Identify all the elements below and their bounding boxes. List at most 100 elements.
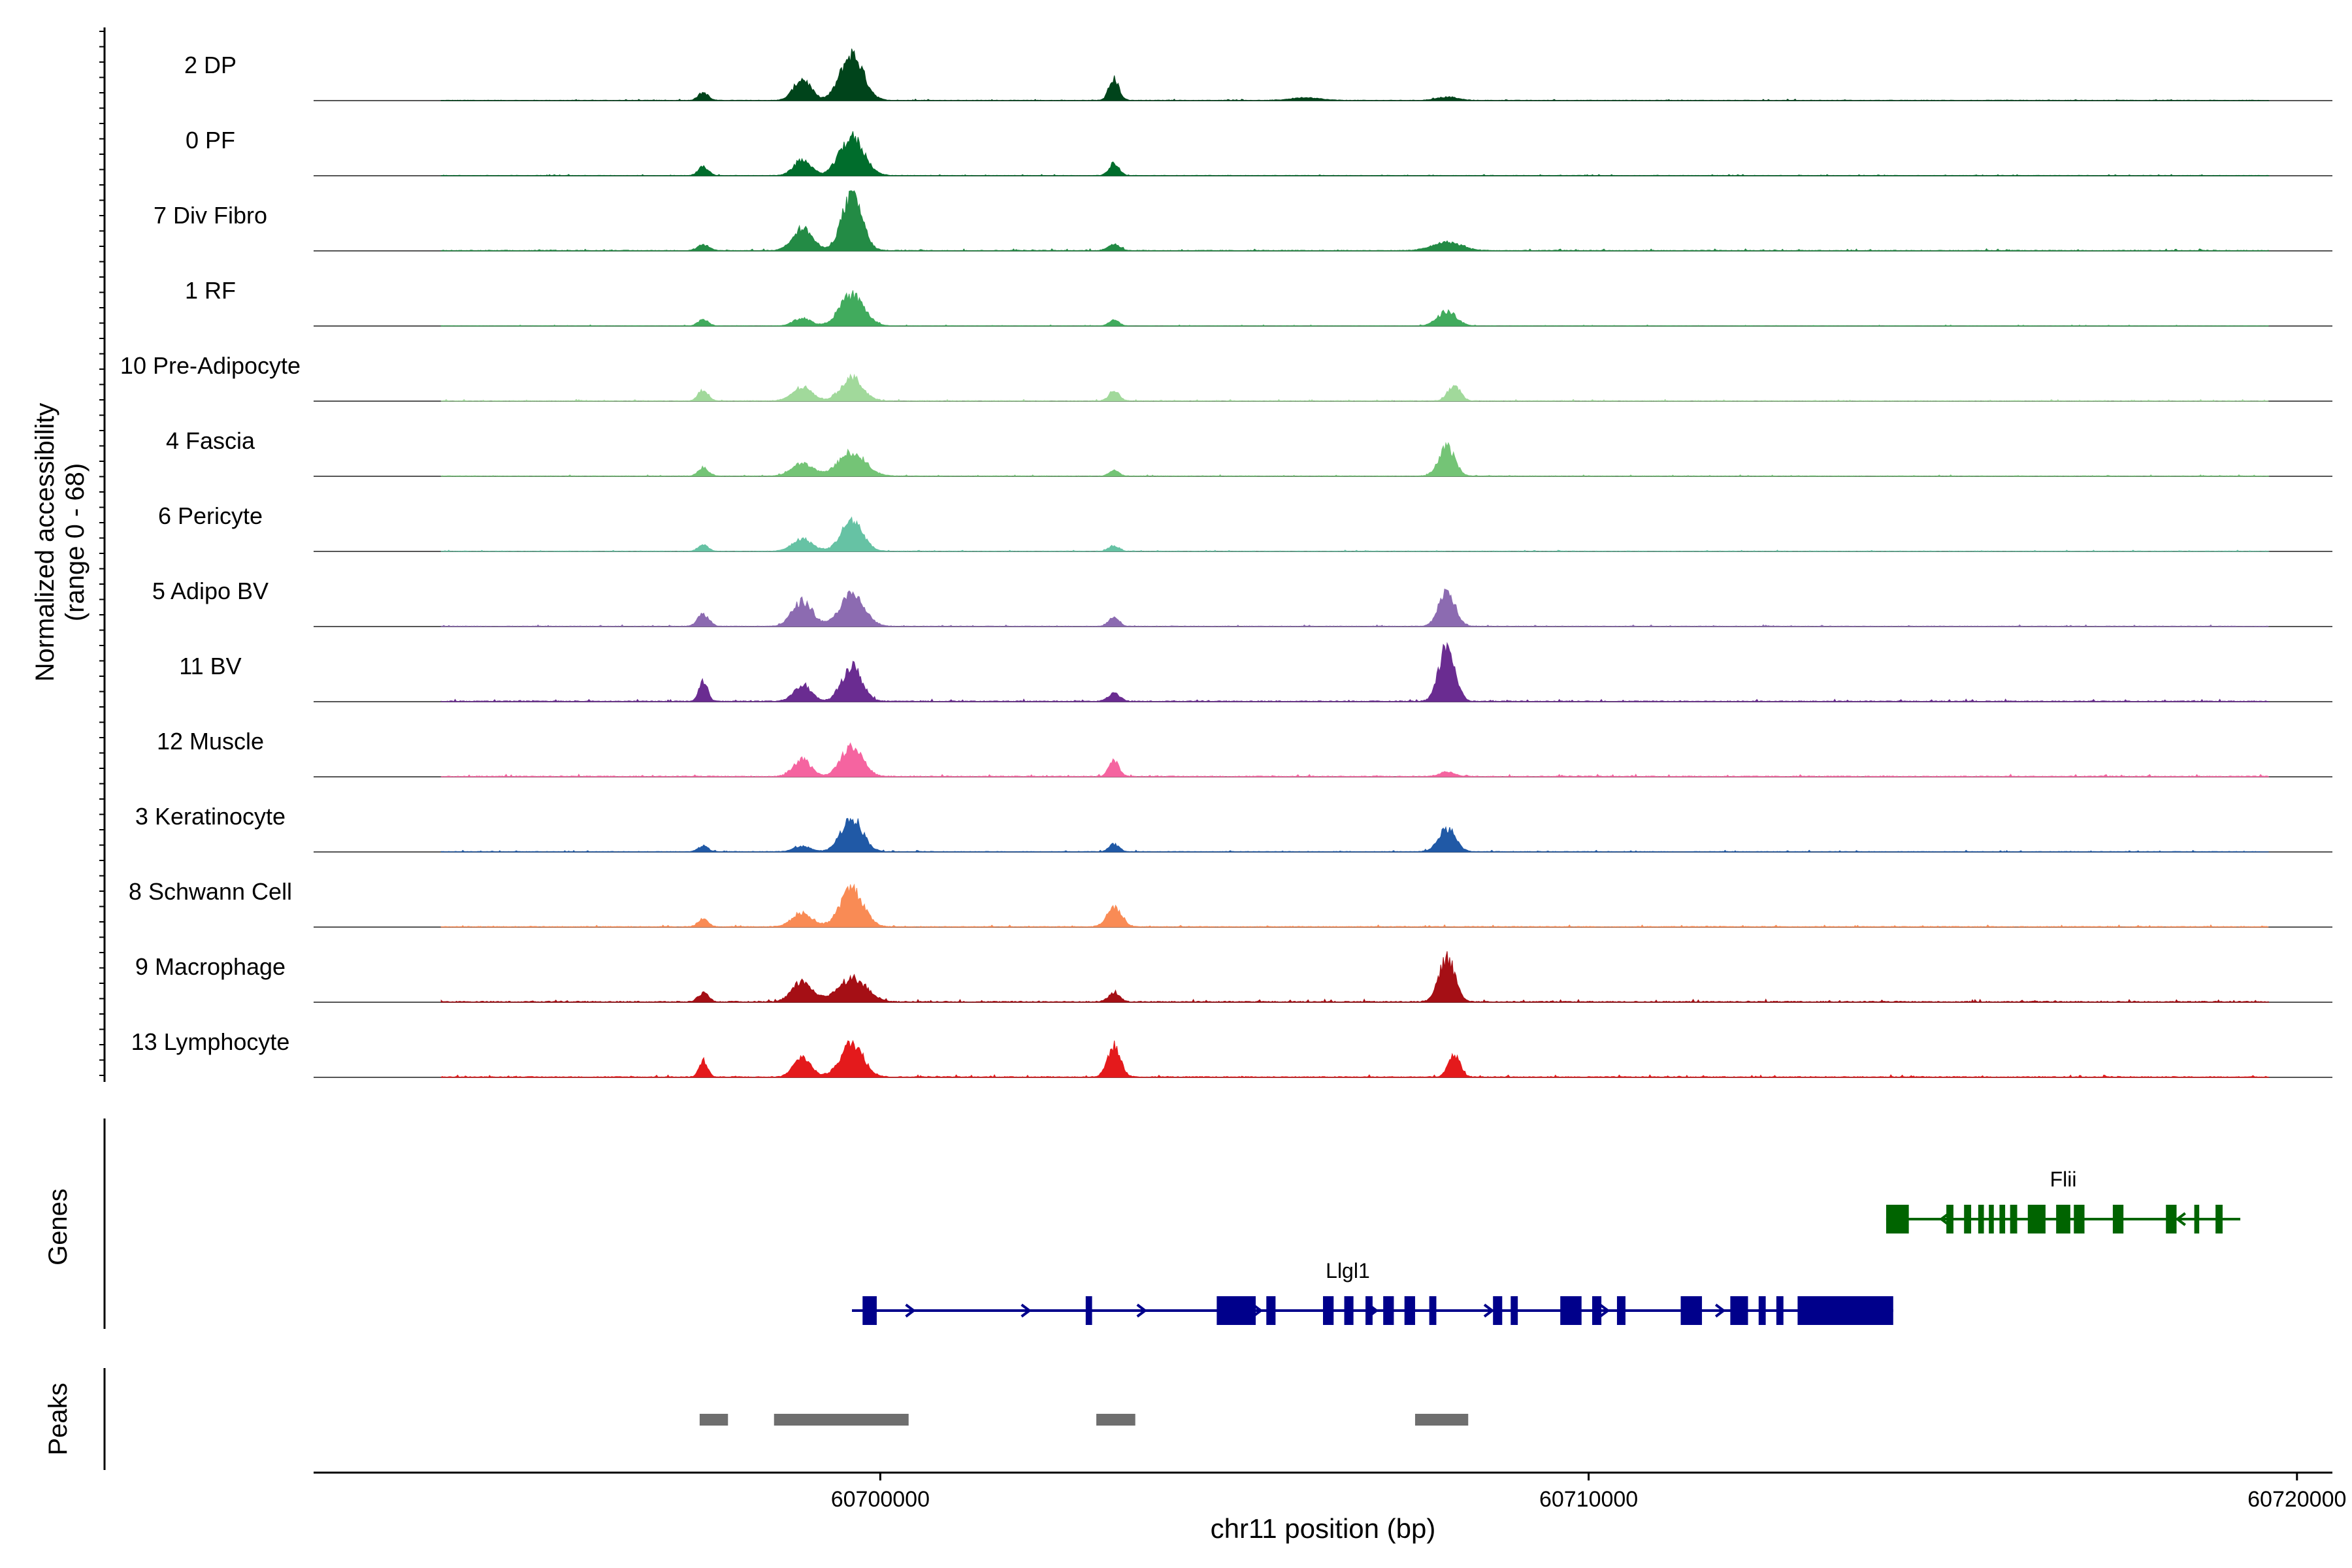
x-axis-ticks: 60700000 60710000 60720000	[831, 1473, 2346, 1512]
y-axis-label-line2: (range 0 - 68)	[61, 463, 90, 621]
gene-exon	[1989, 1205, 1994, 1233]
gene-exon	[2112, 1205, 2124, 1233]
gene-label: Llgl1	[1326, 1259, 1370, 1282]
coverage-track: 13 Lymphocyte	[131, 1028, 2332, 1078]
coverage-area	[440, 883, 2269, 928]
gene-exon	[1266, 1296, 1276, 1325]
coverage-track: 2 DP	[184, 48, 2332, 101]
track-label: 12 Muscle	[157, 728, 264, 755]
coverage-track: 7 Div Fibro	[154, 190, 2332, 252]
x-axis-tick-label: 60700000	[831, 1487, 930, 1512]
coverage-track: 11 BV	[179, 642, 2332, 702]
gene-exon	[1886, 1205, 1909, 1233]
gene-exon	[1978, 1205, 1984, 1233]
gene-exon	[1730, 1296, 1748, 1325]
coverage-track: 10 Pre-Adipocyte	[120, 352, 2332, 402]
track-label: 2 DP	[184, 52, 237, 78]
track-label: 10 Pre-Adipocyte	[120, 352, 301, 379]
gene-exon	[1344, 1296, 1354, 1325]
peak-region	[1414, 1414, 1469, 1426]
track-label: 13 Lymphocyte	[131, 1028, 290, 1055]
gene-exon	[1085, 1296, 1092, 1325]
gene-exon	[2010, 1205, 2017, 1233]
gene-exon	[1758, 1296, 1766, 1325]
gene-exon	[1776, 1296, 1784, 1325]
peak-regions	[699, 1414, 1469, 1426]
coverage-track: 1 RF	[185, 277, 2332, 327]
coverage-area	[440, 442, 2270, 477]
gene-models: Flii Llgl1	[852, 1168, 2241, 1325]
strand-arrow	[1599, 1303, 1610, 1318]
gene-exon	[2194, 1205, 2200, 1233]
coverage-y-axis	[99, 27, 106, 1082]
gene-exon	[1560, 1296, 1582, 1325]
track-label: 8 Schwann Cell	[129, 878, 292, 905]
strand-arrow	[1021, 1303, 1032, 1318]
x-axis-tick-label: 60710000	[1539, 1487, 1638, 1512]
strand-arrow	[1714, 1303, 1726, 1318]
coverage-area	[440, 131, 2270, 176]
coverage-area	[440, 516, 2270, 552]
coverage-area	[440, 290, 2269, 327]
coverage-tracks: 2 DP 0 PF 7 Div Fibro 1 RF 10 Pre-Adipocyte 4…	[120, 48, 2332, 1078]
coverage-area	[440, 373, 2269, 402]
coverage-track: 6 Pericyte	[158, 502, 2332, 552]
y-axis-label-line1: Normalized accessibility	[31, 403, 59, 682]
peak-track: Peaks	[44, 1368, 1469, 1470]
gene-exon	[1323, 1296, 1334, 1325]
track-label: 0 PF	[186, 127, 235, 154]
coverage-track: 0 PF	[186, 127, 2332, 176]
coverage-track: 9 Macrophage	[135, 951, 2332, 1003]
gene-label: Flii	[2050, 1168, 2077, 1191]
coverage-area	[440, 951, 2270, 1003]
track-label: 5 Adipo BV	[152, 578, 269, 604]
track-label: 1 RF	[185, 277, 236, 304]
gene-track: Genes Flii Llgl1	[44, 1119, 2241, 1329]
track-label: 3 Keratinocyte	[135, 803, 286, 830]
gene-exon	[2074, 1205, 2085, 1233]
gene-exon	[1383, 1296, 1394, 1325]
gene-exon	[2215, 1205, 2223, 1233]
coverage-area	[440, 48, 2270, 101]
coverage-track: 4 Fascia	[166, 427, 2332, 477]
strand-arrow	[2175, 1212, 2186, 1226]
gene-exon	[1404, 1296, 1415, 1325]
y-axis-label: Normalized accessibility (range 0 - 68)	[31, 403, 90, 682]
coverage-track: 8 Schwann Cell	[129, 878, 2332, 928]
gene-exon	[1999, 1205, 2006, 1233]
track-label: 9 Macrophage	[135, 953, 286, 980]
gene-exon	[1616, 1296, 1625, 1325]
gene-exon	[2056, 1205, 2070, 1233]
coverage-track: 12 Muscle	[157, 728, 2332, 777]
gene-exon	[2166, 1205, 2177, 1233]
x-axis-title: chr11 position (bp)	[1211, 1513, 1436, 1544]
gene-exon	[1797, 1296, 1893, 1325]
strand-arrow	[1136, 1303, 1148, 1318]
gene-track-label: Genes	[44, 1188, 73, 1266]
track-label: 7 Div Fibro	[154, 202, 267, 229]
coverage-area	[440, 742, 2270, 777]
gene-exon	[1964, 1205, 1972, 1233]
gene-exon	[1217, 1296, 1256, 1325]
x-axis-tick-label: 60720000	[2247, 1487, 2346, 1512]
x-axis: 60700000 60710000 60720000 chr11 position …	[314, 1471, 2346, 1544]
coverage-area	[440, 642, 2270, 702]
coverage-track: 3 Keratinocyte	[135, 803, 2332, 853]
gene-exon	[2027, 1205, 2046, 1233]
strand-arrow	[905, 1303, 916, 1318]
gene-exon	[1365, 1296, 1373, 1325]
track-label: 4 Fascia	[166, 427, 255, 454]
gene-exon	[862, 1296, 877, 1325]
gene-exon	[1429, 1296, 1437, 1325]
peak-region	[774, 1414, 909, 1426]
gene-exon	[1493, 1296, 1503, 1325]
gene-exon	[1680, 1296, 1703, 1325]
gene-model: Flii	[1886, 1168, 2241, 1233]
coverage-area	[440, 190, 2270, 252]
gene-exon	[1511, 1296, 1518, 1325]
gene-exon	[1946, 1205, 1953, 1233]
coverage-y-axis-ticks	[99, 31, 105, 1076]
coverage-area	[440, 588, 2269, 627]
coverage-area	[440, 1039, 2270, 1078]
track-label: 11 BV	[179, 653, 241, 679]
